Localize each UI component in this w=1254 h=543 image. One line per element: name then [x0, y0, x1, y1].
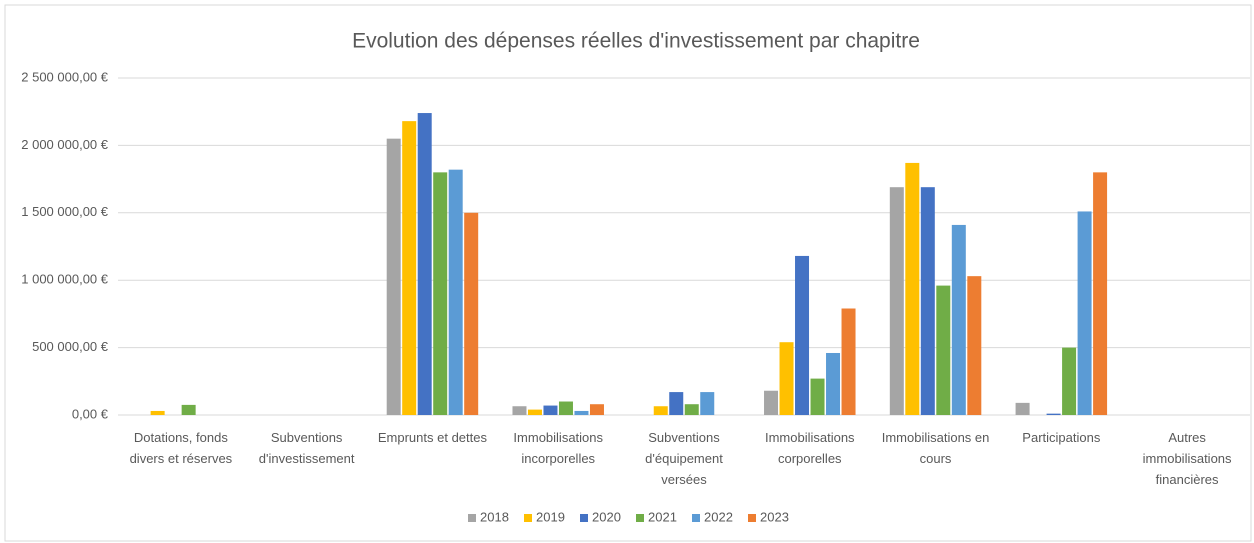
bar: [1046, 413, 1061, 415]
x-tick-label: Autres immobilisations financières: [1142, 430, 1232, 487]
bar: [967, 276, 982, 415]
bar: [779, 342, 794, 415]
bar: [527, 409, 542, 415]
legend-label: 2023: [760, 509, 789, 524]
legend-label: 2021: [648, 509, 677, 524]
bar: [1015, 402, 1030, 415]
bar: [150, 410, 165, 415]
bar: [951, 224, 966, 415]
bar: [181, 404, 196, 415]
bar: [795, 255, 810, 415]
bar: [889, 187, 904, 415]
legend-swatch: [524, 514, 532, 522]
bar: [512, 406, 527, 415]
bar: [574, 410, 589, 415]
bar: [1093, 172, 1108, 415]
bar: [764, 390, 779, 415]
bar: [448, 169, 463, 415]
bar: [589, 404, 604, 415]
x-tick-label: Dotations, fonds divers et réserves: [129, 430, 233, 466]
bar: [826, 352, 841, 415]
x-tick-label: Immobilisations incorporelles: [513, 430, 604, 466]
bar: [810, 378, 825, 415]
x-tick-label: Immobilisations corporelles: [764, 430, 855, 466]
bar: [417, 113, 432, 415]
bar: [669, 392, 684, 415]
bar: [386, 138, 401, 415]
y-tick-label: 2 500 000,00 €: [21, 69, 109, 84]
bar: [433, 172, 448, 415]
legend-label: 2022: [704, 509, 733, 524]
y-tick-label: 1 000 000,00 €: [21, 272, 109, 287]
x-tick-label: Immobilisations en cours: [881, 430, 990, 466]
legend-swatch: [748, 514, 756, 522]
bar: [1077, 211, 1092, 415]
bar: [543, 405, 558, 415]
bar: [402, 121, 417, 416]
x-tick-label: Subventions d'investissement: [258, 430, 355, 466]
bar: [700, 392, 715, 415]
bar: [558, 401, 573, 415]
x-tick-label: Emprunts et dettes: [377, 430, 487, 445]
bar: [464, 212, 479, 415]
bar: [920, 187, 935, 415]
legend-label: 2019: [536, 509, 565, 524]
legend-swatch: [468, 514, 476, 522]
bar: [1062, 347, 1077, 415]
legend-label: 2018: [480, 509, 509, 524]
bar: [936, 285, 951, 415]
chart-title: Evolution des dépenses réelles d'investi…: [352, 30, 920, 53]
x-tick-label: Subventions d'équipement versées: [645, 430, 723, 487]
y-tick-label: 500 000,00 €: [32, 339, 109, 354]
x-tick-label: Participations: [1022, 430, 1101, 445]
legend-swatch: [636, 514, 644, 522]
legend-label: 2020: [592, 509, 621, 524]
y-tick-label: 0,00 €: [72, 406, 109, 421]
legend-swatch: [580, 514, 588, 522]
bar: [905, 162, 920, 415]
y-tick-label: 1 500 000,00 €: [21, 204, 109, 219]
bar: [653, 406, 668, 415]
legend-swatch: [692, 514, 700, 522]
y-tick-label: 2 000 000,00 €: [21, 137, 109, 152]
chart-frame: [4, 4, 1252, 542]
bar: [684, 404, 699, 415]
bar: [841, 308, 856, 415]
